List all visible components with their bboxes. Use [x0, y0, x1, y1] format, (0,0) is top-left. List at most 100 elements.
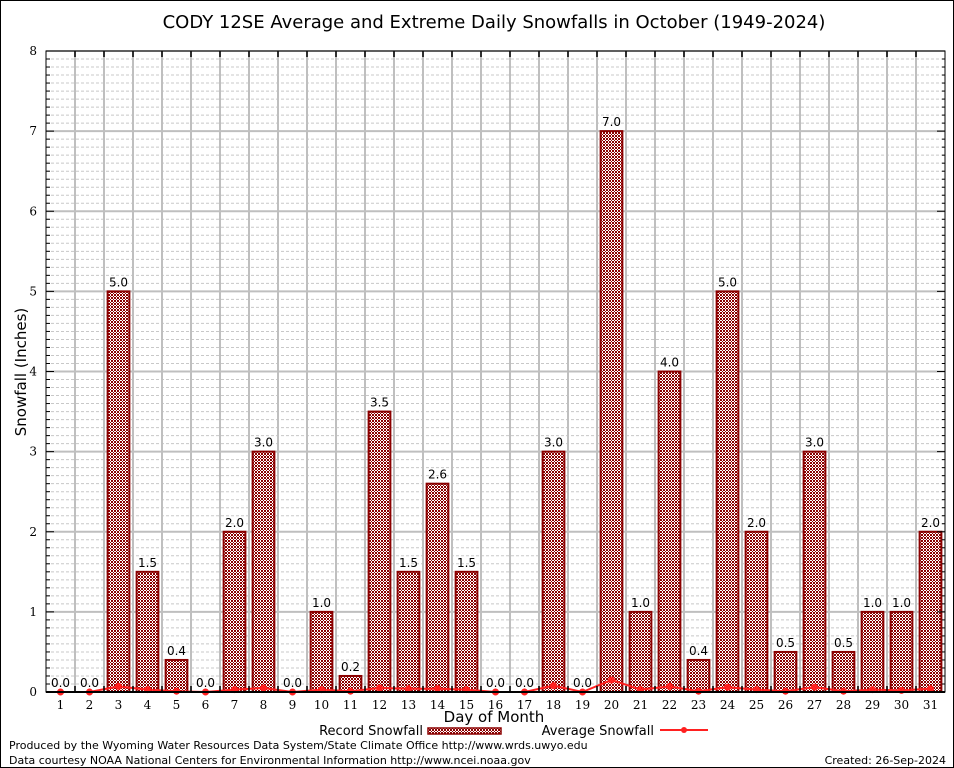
data-label: 2.0: [225, 516, 244, 530]
average-point-day-8: [260, 684, 267, 692]
bar-record-day-13: [396, 570, 421, 693]
x-tick-label: 22: [662, 698, 677, 712]
x-tick-label: 17: [517, 698, 532, 712]
average-point-day-27: [811, 683, 818, 691]
legend: Record Snowfall Average Snowfall: [319, 724, 708, 739]
x-tick-label: 4: [144, 698, 152, 712]
y-tick-label: 1: [29, 605, 37, 619]
x-tick-label: 12: [372, 698, 387, 712]
bar-record-day-27: [802, 450, 827, 693]
x-tick-label: 19: [575, 698, 590, 712]
bar-record-day-24: [715, 290, 740, 693]
data-label: 0.4: [689, 644, 708, 658]
average-point-day-18: [550, 682, 557, 690]
x-tick-label: 26: [778, 698, 793, 712]
legend-label-average: Average Snowfall: [542, 724, 654, 739]
data-label: 7.0: [602, 115, 621, 129]
y-tick-label: 7: [29, 124, 37, 138]
x-tick-label: 14: [430, 698, 446, 712]
x-tick-label: 15: [459, 698, 474, 712]
data-label: 1.0: [631, 596, 650, 610]
data-label: 1.5: [457, 556, 476, 570]
average-point-day-12: [376, 684, 383, 692]
x-tick-label: 2: [86, 698, 94, 712]
x-tick-label: 10: [314, 698, 329, 712]
bar-record-day-7: [222, 530, 247, 693]
data-label: 0.0: [283, 676, 302, 690]
data-label: 3.0: [544, 436, 563, 450]
data-label: 0.0: [80, 676, 99, 690]
bar-record-day-30: [889, 610, 914, 693]
average-point-day-20: [608, 676, 615, 684]
footer-created: Created: 26-Sep-2024: [825, 754, 946, 767]
bar-record-day-29: [860, 610, 885, 693]
data-label: 0.5: [776, 636, 795, 650]
x-tick-label: 11: [343, 698, 358, 712]
x-tick-label: 31: [923, 698, 938, 712]
x-tick-label: 1: [57, 698, 65, 712]
bar-record-day-28: [831, 650, 856, 693]
bar-record-day-8: [251, 450, 276, 693]
data-label: 3.0: [254, 436, 273, 450]
data-label: 1.0: [312, 596, 331, 610]
y-tick-label: 8: [29, 44, 37, 58]
data-label: 1.5: [138, 556, 157, 570]
bar-record-day-23: [686, 658, 711, 694]
legend-label-record: Record Snowfall: [319, 724, 423, 739]
y-tick-label: 3: [29, 445, 37, 459]
x-tick-label: 18: [546, 698, 561, 712]
bar-record-day-22: [657, 370, 682, 693]
data-label: 0.0: [515, 676, 534, 690]
footer-producer: Produced by the Wyoming Water Resources …: [9, 739, 588, 752]
data-label: 2.0: [747, 516, 766, 530]
x-tick-label: 3: [115, 698, 123, 712]
average-point-day-13: [405, 685, 412, 693]
x-tick-label: 13: [401, 698, 416, 712]
x-tick-label: 30: [894, 698, 909, 712]
data-label: 4.0: [660, 356, 679, 370]
bar-record-day-14: [425, 482, 450, 693]
average-point-day-24: [724, 683, 731, 691]
bar-record-day-4: [135, 570, 160, 693]
x-tick-label: 24: [720, 698, 736, 712]
data-label: 0.0: [486, 676, 505, 690]
bar-record-day-3: [106, 290, 131, 693]
data-label: 0.0: [573, 676, 592, 690]
y-tick-label: 4: [29, 365, 37, 379]
x-tick-label: 6: [202, 698, 210, 712]
data-label: 0.0: [51, 676, 70, 690]
bar-record-day-26: [773, 650, 798, 693]
x-axis-label: Day of Month: [444, 708, 545, 726]
y-tick-label: 2: [29, 525, 37, 539]
x-tick-label: 21: [633, 698, 648, 712]
bar-record-day-12: [367, 410, 392, 693]
data-label: 1.0: [863, 596, 882, 610]
data-label: 1.5: [399, 556, 418, 570]
average-point-day-3: [115, 682, 122, 690]
x-tick-label: 29: [865, 698, 880, 712]
x-tick-label: 23: [691, 698, 706, 712]
x-tick-label: 8: [260, 698, 268, 712]
bar-record-day-15: [454, 570, 479, 693]
y-tick-label: 0: [29, 685, 37, 699]
x-tick-label: 5: [173, 698, 181, 712]
legend-marker-average: [681, 727, 687, 733]
x-tick-label: 16: [488, 698, 503, 712]
bar-record-day-18: [541, 450, 566, 693]
data-label: 3.5: [370, 396, 389, 410]
bar-record-day-21: [628, 610, 653, 693]
y-tick-label: 6: [29, 204, 37, 218]
x-tick-label: 20: [604, 698, 619, 712]
x-tick-label: 9: [289, 698, 297, 712]
bar-record-day-25: [744, 530, 769, 693]
x-tick-label: 28: [836, 698, 851, 712]
grid: [46, 50, 945, 693]
x-tick-label: 25: [749, 698, 764, 712]
data-label: 5.0: [109, 275, 128, 289]
footer-source: Data courtesy NOAA National Centers for …: [9, 754, 531, 767]
bar-record-day-10: [309, 610, 334, 693]
data-label: 0.5: [834, 636, 853, 650]
average-point-day-14: [434, 685, 441, 693]
